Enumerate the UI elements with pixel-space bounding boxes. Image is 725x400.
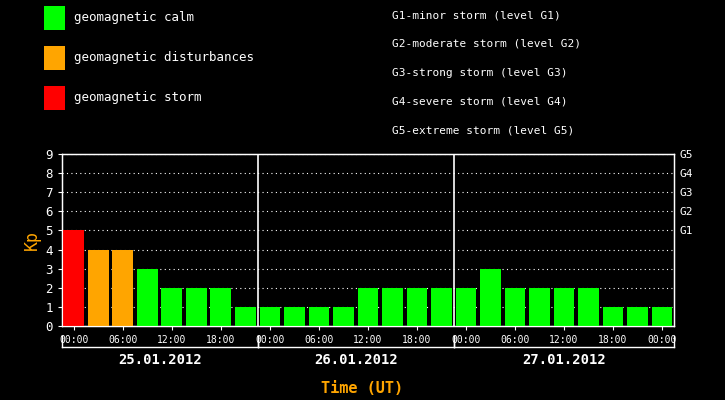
Bar xyxy=(88,250,109,326)
Bar xyxy=(357,288,378,326)
Bar xyxy=(455,288,476,326)
Text: G4-severe storm (level G4): G4-severe storm (level G4) xyxy=(392,96,567,106)
Bar xyxy=(112,250,133,326)
Bar xyxy=(382,288,403,326)
Bar xyxy=(64,230,84,326)
Bar xyxy=(284,307,304,326)
Text: 25.01.2012: 25.01.2012 xyxy=(117,353,202,367)
Bar xyxy=(505,288,526,326)
Text: G1-minor storm (level G1): G1-minor storm (level G1) xyxy=(392,10,560,20)
Text: geomagnetic storm: geomagnetic storm xyxy=(74,92,202,104)
Bar xyxy=(554,288,574,326)
Bar xyxy=(407,288,427,326)
Bar xyxy=(235,307,256,326)
Bar xyxy=(480,269,501,326)
Bar xyxy=(627,307,648,326)
Text: Time (UT): Time (UT) xyxy=(321,381,404,396)
Bar xyxy=(431,288,452,326)
Bar xyxy=(602,307,624,326)
Bar xyxy=(309,307,329,326)
Bar xyxy=(137,269,158,326)
Text: G5-extreme storm (level G5): G5-extreme storm (level G5) xyxy=(392,125,573,135)
Bar xyxy=(162,288,182,326)
Bar xyxy=(333,307,354,326)
Text: 26.01.2012: 26.01.2012 xyxy=(314,353,397,367)
Y-axis label: Kp: Kp xyxy=(23,230,41,250)
Bar xyxy=(186,288,207,326)
Bar xyxy=(652,307,672,326)
Text: G2-moderate storm (level G2): G2-moderate storm (level G2) xyxy=(392,39,581,49)
Bar xyxy=(260,307,281,326)
Text: geomagnetic calm: geomagnetic calm xyxy=(74,12,194,24)
Bar xyxy=(210,288,231,326)
Text: G3-strong storm (level G3): G3-strong storm (level G3) xyxy=(392,68,567,78)
Bar xyxy=(578,288,599,326)
Text: geomagnetic disturbances: geomagnetic disturbances xyxy=(74,52,254,64)
Bar xyxy=(529,288,550,326)
Text: 27.01.2012: 27.01.2012 xyxy=(522,353,606,367)
